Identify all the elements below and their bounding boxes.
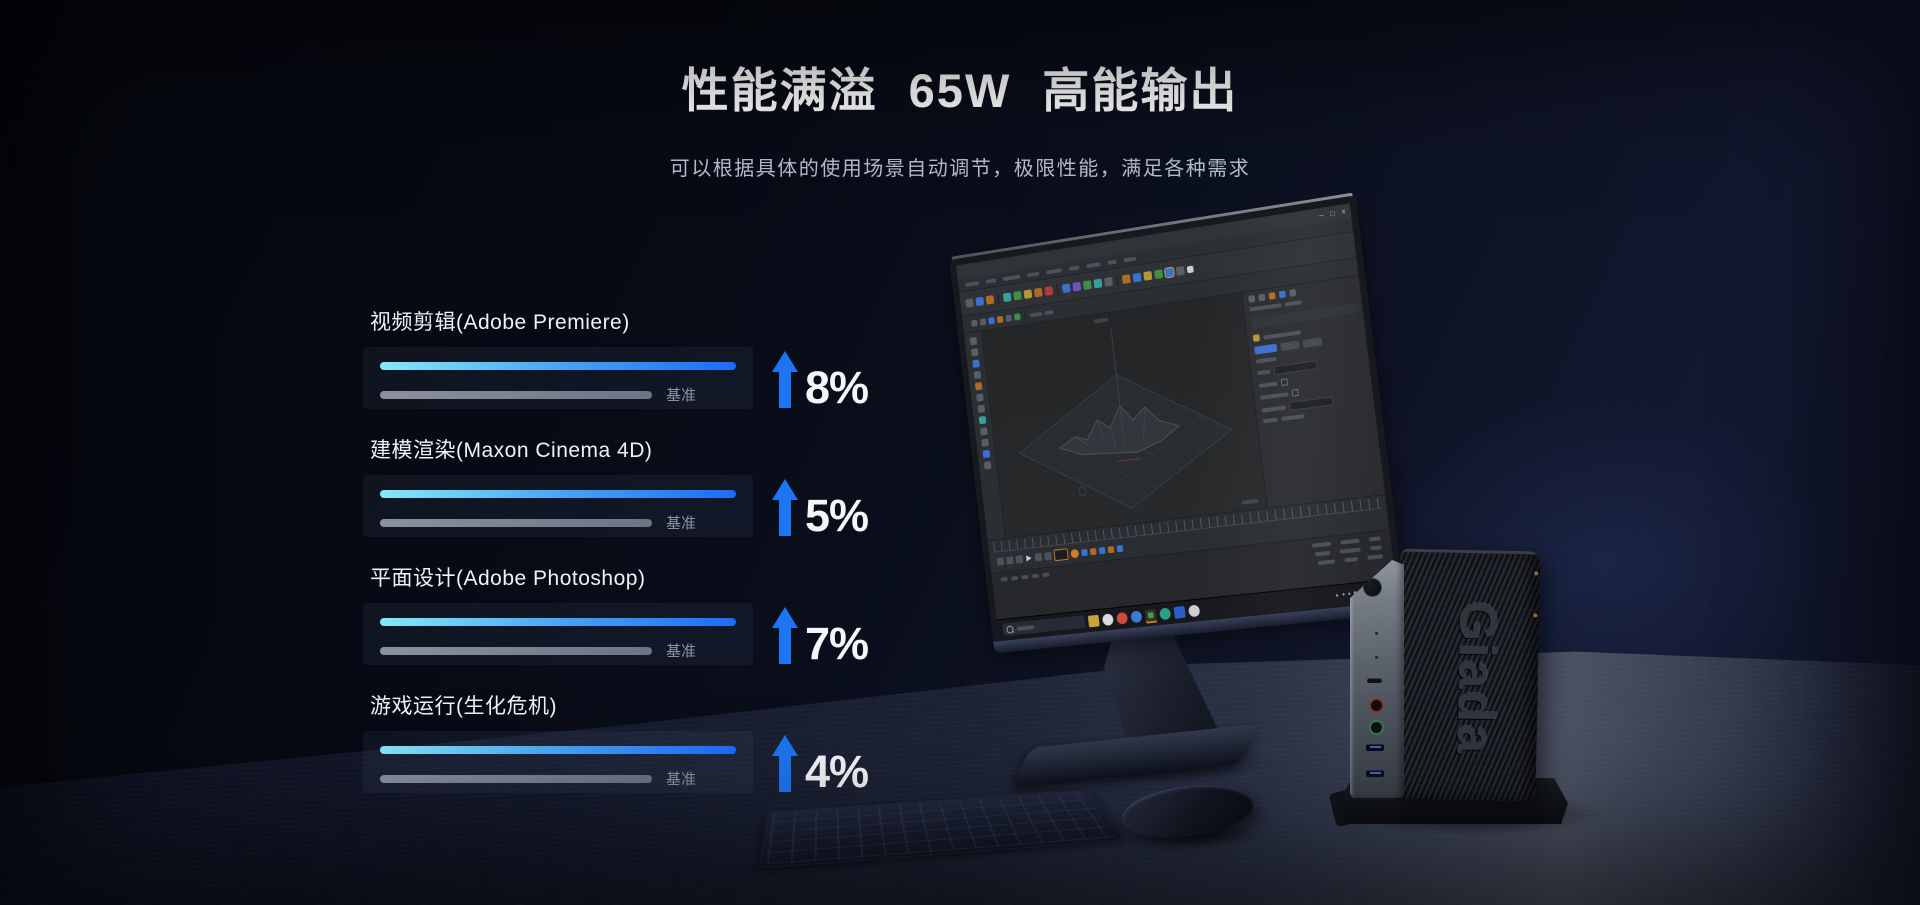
taskbar-app-icon-active (1144, 608, 1157, 622)
benchmark-label: 视频剪辑(Adobe Premiere) (370, 311, 630, 334)
performance-bar (380, 362, 736, 370)
record-icon (1070, 548, 1080, 558)
gain-percent: 5% (805, 489, 869, 541)
benchmark-panel: 基准 (363, 603, 753, 665)
baseline-bar (380, 646, 652, 655)
benchmark-row-game: 游戏运行(生化危机) 基准 4% (363, 690, 869, 797)
page-title: 性能满溢 65W 高能输出 (681, 64, 1239, 117)
brand-logo: Giada (1445, 600, 1507, 757)
baseline-label: 基准 (666, 515, 697, 532)
benchmark-label: 游戏运行(生化危机) (370, 695, 557, 718)
gain-indicator: 4% (772, 735, 869, 797)
antenna-connector (1533, 613, 1538, 618)
headphone-jack (1369, 720, 1384, 735)
performance-bar (380, 618, 736, 626)
gain-percent: 7% (805, 617, 869, 669)
gain-percent: 8% (805, 361, 869, 413)
taskbar-app-icon (1116, 611, 1129, 625)
power-button-icon (1363, 578, 1382, 597)
benchmark-row-premiere: 视频剪辑(Adobe Premiere) 基准 8% (363, 306, 869, 413)
benchmark-row-cinema4d: 建模渲染(Maxon Cinema 4D) 基准 5% (363, 434, 869, 541)
benchmark-label: 平面设计(Adobe Photoshop) (370, 567, 646, 590)
gain-percent: 4% (805, 745, 869, 797)
terrain-wireframe (982, 293, 1267, 538)
antenna-connector (1534, 571, 1539, 576)
benchmark-panel: 基准 (363, 347, 753, 409)
monitor-bezel: – □ × (949, 195, 1407, 654)
arrow-up-icon (772, 607, 798, 664)
taskbar-app-icon (1159, 606, 1172, 620)
taskbar-app-icon (1173, 605, 1186, 619)
taskbar-app-icon (1187, 604, 1201, 617)
gain-indicator: 5% (772, 479, 869, 541)
arrow-up-icon (772, 735, 798, 792)
minimize-icon: – (1318, 209, 1325, 220)
usb-a-port (1366, 770, 1384, 777)
c4d-viewport (981, 292, 1267, 538)
mic-jack (1369, 698, 1384, 713)
performance-bar (380, 490, 736, 498)
close-icon: × (1340, 206, 1347, 217)
tray-chevron-icon: ▲ (1334, 592, 1340, 599)
taskbar-app-icon (1087, 614, 1100, 627)
tray-volume-icon: ● (1347, 591, 1352, 598)
mini-pc-front-panel (1350, 560, 1404, 798)
page-subtitle: 可以根据具体的使用场景自动调节，极限性能，满足各种需求 (669, 158, 1251, 180)
usb-a-port (1366, 744, 1384, 751)
mini-pc-body: Giada (1395, 548, 1541, 802)
benchmark-panel: 基准 (363, 731, 753, 793)
status-led (1375, 656, 1378, 659)
tray-network-icon: ● (1341, 591, 1346, 598)
gain-indicator: 7% (772, 607, 869, 669)
search-icon (1006, 624, 1014, 634)
arrow-up-icon (772, 351, 798, 408)
baseline-label: 基准 (666, 387, 697, 404)
baseline-bar (380, 390, 652, 399)
maximize-icon: □ (1329, 208, 1336, 218)
baseline-label: 基准 (666, 643, 697, 660)
benchmark-row-photoshop: 平面设计(Adobe Photoshop) 基准 7% (363, 562, 869, 669)
frame-counter (1053, 548, 1069, 562)
taskbar-app-icon (1130, 609, 1143, 623)
performance-bar (380, 746, 736, 754)
play-icon: ▶ (1025, 553, 1033, 563)
benchmark-panel: 基准 (363, 475, 753, 537)
baseline-bar (380, 774, 652, 783)
baseline-bar (380, 518, 652, 527)
benchmark-chart: 视频剪辑(Adobe Premiere) 基准 8% 建模渲染(Maxon Ci… (363, 306, 869, 818)
usb-c-port (1367, 678, 1382, 683)
benchmark-label: 建模渲染(Maxon Cinema 4D) (370, 439, 653, 462)
status-led (1375, 632, 1378, 635)
baseline-label: 基准 (666, 771, 697, 788)
monitor-screen: – □ × (956, 203, 1398, 641)
monitor: – □ × (949, 195, 1407, 654)
arrow-up-icon (772, 479, 798, 536)
gain-indicator: 8% (772, 351, 869, 413)
taskbar-app-icon (1101, 612, 1114, 626)
render-chip (1254, 343, 1278, 355)
